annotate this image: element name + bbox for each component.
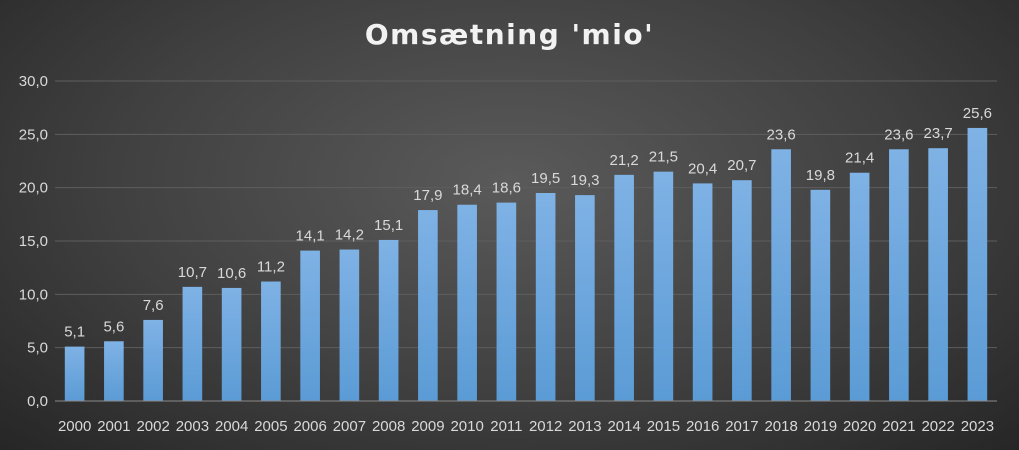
data-label-2023: 25,6 — [963, 105, 992, 122]
x-tick-label-2010: 2010 — [450, 418, 483, 435]
bar-2004 — [221, 287, 242, 401]
x-tick-label-2005: 2005 — [254, 418, 287, 435]
data-label-2014: 21,2 — [610, 152, 639, 169]
bar-2007 — [339, 249, 360, 401]
bar-2014 — [614, 174, 634, 401]
y-tick-label: 10,0 — [19, 286, 48, 303]
data-label-2013: 19,3 — [570, 172, 599, 189]
x-tick-label-2016: 2016 — [686, 418, 719, 435]
grid-layer — [55, 80, 997, 349]
data-label-2019: 19,8 — [806, 167, 835, 184]
bar-2000 — [64, 346, 85, 401]
data-label-2022: 23,7 — [924, 125, 953, 142]
x-tick-label-2013: 2013 — [568, 418, 601, 435]
data-label-2015: 21,5 — [649, 149, 678, 166]
x-tick-label-2020: 2020 — [843, 418, 876, 435]
data-label-2000: 5,1 — [64, 324, 85, 341]
bar-2020 — [849, 172, 870, 401]
data-label-2001: 5,6 — [103, 318, 124, 335]
data-label-2021: 23,6 — [884, 126, 913, 143]
data-label-2020: 21,4 — [845, 150, 874, 167]
bar-2002 — [143, 319, 163, 401]
bar-2012 — [535, 193, 556, 401]
data-label-2007: 14,2 — [335, 227, 364, 244]
x-tick-label-2002: 2002 — [136, 418, 169, 435]
x-tick-label-2017: 2017 — [725, 418, 758, 435]
y-tick-label: 15,0 — [19, 233, 48, 250]
y-tick-label: 5,0 — [27, 340, 48, 357]
chart-title: Omsætning 'mio' — [364, 18, 655, 51]
x-tick-label-2003: 2003 — [176, 418, 209, 435]
bar-2022 — [928, 148, 948, 401]
x-tick-label-2007: 2007 — [333, 418, 366, 435]
x-tick-label-2022: 2022 — [921, 418, 954, 435]
label-layer: 5,1 5,6 7,6 10,7 10,6 11,2 14,1 14,2 15,1 17,9 18,… — [64, 105, 992, 341]
data-label-2009: 17,9 — [413, 187, 442, 204]
bar-2011 — [496, 202, 517, 401]
x-tick-label-2011: 2011 — [490, 418, 522, 435]
bar-2017 — [732, 180, 752, 401]
data-label-2006: 14,1 — [296, 228, 325, 245]
data-label-2016: 20,4 — [688, 160, 717, 177]
x-tick-label-2012: 2012 — [529, 418, 562, 435]
x-tick-label-2008: 2008 — [372, 418, 405, 435]
bar-2018 — [771, 149, 791, 401]
bar-2019 — [810, 189, 831, 401]
bar-2003 — [182, 286, 203, 401]
bar-2006 — [300, 250, 320, 401]
bar-2023 — [967, 127, 988, 401]
y-tick-label: 25,0 — [19, 126, 48, 143]
x-tick-label-2000: 2000 — [58, 418, 91, 435]
x-tick-label-2006: 2006 — [293, 418, 326, 435]
axis-layer: 0,0 5,0 10,0 15,0 20,0 25,0 30,0 2000 2001 2002 20… — [19, 73, 997, 435]
bar-2009 — [418, 210, 438, 401]
data-label-2012: 19,5 — [531, 170, 560, 187]
y-tick-label: 30,0 — [19, 73, 48, 90]
data-label-2017: 20,7 — [727, 157, 756, 174]
bar-2001 — [104, 341, 124, 401]
data-label-2005: 11,2 — [257, 259, 285, 276]
x-tick-label-2023: 2023 — [961, 418, 994, 435]
x-tick-label-2021: 2021 — [882, 418, 915, 435]
x-tick-label-2001: 2001 — [97, 418, 130, 435]
bar-2008 — [378, 239, 399, 401]
data-label-2003: 10,7 — [178, 264, 207, 281]
data-label-2011: 18,6 — [492, 180, 521, 197]
data-label-2008: 15,1 — [374, 217, 403, 234]
x-tick-label-2015: 2015 — [647, 418, 680, 435]
y-tick-label: 0,0 — [27, 393, 48, 410]
x-tick-label-2019: 2019 — [804, 418, 837, 435]
data-label-2002: 7,6 — [143, 297, 164, 314]
bar-2010 — [457, 204, 477, 401]
data-label-2018: 23,6 — [767, 126, 796, 143]
x-tick-label-2018: 2018 — [764, 418, 797, 435]
x-tick-label-2004: 2004 — [215, 418, 248, 435]
bar-2005 — [261, 281, 281, 401]
y-tick-label: 20,0 — [19, 180, 48, 197]
x-tick-label-2009: 2009 — [411, 418, 444, 435]
bar-2013 — [575, 195, 595, 401]
x-tick-label-2014: 2014 — [607, 418, 640, 435]
bar-2021 — [889, 149, 909, 401]
bar-2016 — [692, 183, 713, 401]
bar-2015 — [653, 171, 674, 401]
data-label-2010: 18,4 — [453, 182, 482, 199]
bar-layer — [64, 127, 988, 401]
data-label-2004: 10,6 — [217, 265, 246, 282]
